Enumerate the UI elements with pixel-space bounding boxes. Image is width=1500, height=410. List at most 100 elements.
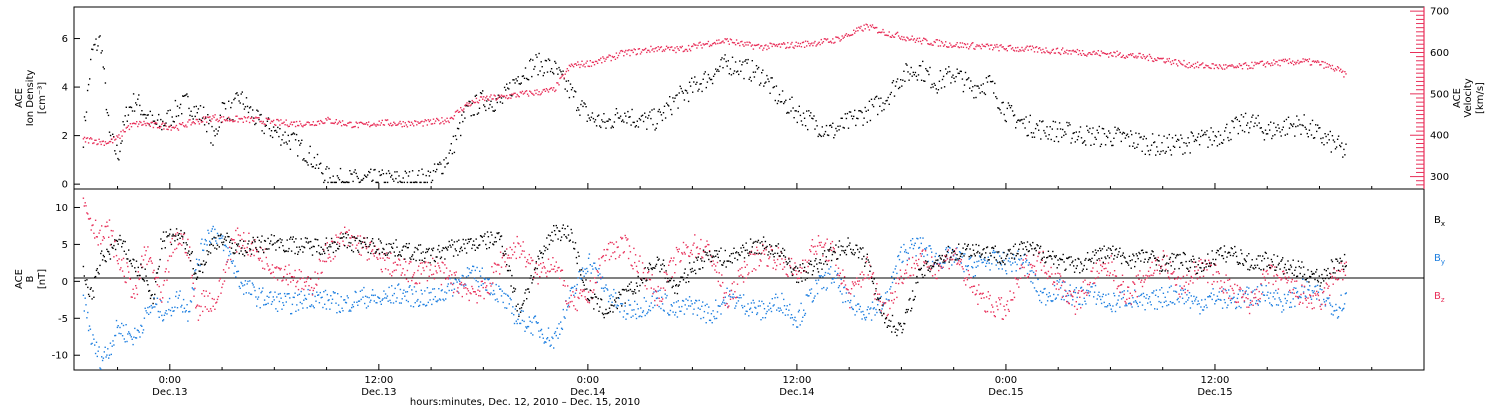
by-point bbox=[978, 260, 980, 262]
ion-density-point bbox=[1089, 127, 1091, 130]
ion-density-point bbox=[691, 77, 693, 79]
by-point bbox=[1152, 292, 1154, 294]
velocity-point bbox=[415, 120, 417, 123]
velocity-point bbox=[356, 122, 358, 124]
ion-density-point bbox=[145, 117, 147, 119]
velocity-point bbox=[978, 44, 980, 47]
bz-point bbox=[720, 285, 722, 287]
velocity-point bbox=[788, 47, 790, 49]
velocity-point bbox=[191, 122, 193, 124]
by-point bbox=[941, 267, 943, 269]
ion-density-point bbox=[795, 110, 797, 112]
velocity-point bbox=[1124, 57, 1127, 59]
bz-point bbox=[112, 230, 114, 232]
bz-point bbox=[538, 264, 540, 266]
velocity-point bbox=[1220, 67, 1223, 69]
velocity-point bbox=[312, 121, 314, 123]
by-point bbox=[1102, 293, 1104, 295]
by-point bbox=[218, 237, 220, 240]
bz-point bbox=[267, 265, 269, 267]
velocity-point bbox=[210, 120, 212, 123]
bz-point bbox=[529, 262, 531, 265]
velocity-point bbox=[165, 125, 167, 127]
ion-density-point bbox=[338, 179, 341, 181]
bz-point bbox=[335, 234, 337, 236]
bz-point bbox=[189, 246, 191, 248]
by-point bbox=[1031, 270, 1033, 272]
ion-density-point bbox=[1132, 145, 1134, 147]
velocity-point bbox=[170, 129, 172, 131]
by-point bbox=[315, 300, 317, 302]
bz-point bbox=[881, 304, 883, 306]
bz-point bbox=[481, 280, 483, 282]
velocity-point bbox=[1073, 50, 1075, 53]
ion-density-point bbox=[803, 117, 806, 119]
velocity-point bbox=[595, 60, 598, 63]
velocity-point bbox=[1089, 52, 1091, 54]
bz-point bbox=[787, 275, 789, 278]
velocity-point bbox=[530, 91, 532, 93]
ion-density-point bbox=[556, 68, 558, 70]
ion-density-point bbox=[165, 122, 167, 124]
ion-density-point bbox=[906, 64, 908, 66]
velocity-point bbox=[592, 61, 595, 64]
by-point bbox=[669, 309, 672, 312]
velocity-point bbox=[741, 40, 743, 43]
bz-point bbox=[391, 275, 393, 277]
ion-density-point bbox=[386, 181, 389, 184]
velocity-point bbox=[249, 117, 252, 120]
velocity-point bbox=[591, 61, 594, 63]
ion-density-point bbox=[615, 108, 618, 110]
by-point bbox=[252, 284, 254, 286]
velocity-point bbox=[665, 45, 668, 47]
velocity-point bbox=[247, 116, 250, 118]
by-point bbox=[1050, 300, 1052, 302]
by-point bbox=[1201, 299, 1203, 301]
by-point bbox=[174, 306, 176, 308]
by-point bbox=[627, 313, 629, 315]
velocity-point bbox=[322, 122, 324, 124]
velocity-point bbox=[1227, 65, 1229, 67]
by-point bbox=[841, 293, 843, 295]
ion-density-point bbox=[1074, 141, 1076, 143]
by-point bbox=[367, 305, 369, 307]
bz-point bbox=[442, 262, 444, 264]
velocity-point bbox=[942, 45, 945, 47]
ion-density-point bbox=[854, 109, 856, 112]
by-point bbox=[882, 305, 884, 307]
velocity-point bbox=[839, 40, 841, 42]
velocity-point bbox=[570, 63, 573, 65]
ion-density-point bbox=[1190, 131, 1192, 133]
velocity-point bbox=[292, 121, 295, 123]
velocity-point bbox=[434, 120, 437, 122]
by-point bbox=[1063, 299, 1065, 301]
velocity-point bbox=[172, 126, 174, 128]
velocity-point bbox=[175, 124, 178, 127]
ion-density-point bbox=[498, 96, 501, 98]
velocity-point bbox=[1305, 59, 1307, 62]
bz-point bbox=[210, 310, 213, 312]
ion-density-point bbox=[1051, 128, 1053, 130]
bz-point bbox=[276, 279, 279, 281]
bz-point bbox=[768, 257, 770, 260]
by-point bbox=[335, 302, 337, 304]
bottom-left-tick-label: -5 bbox=[58, 314, 68, 325]
by-point bbox=[1106, 306, 1108, 308]
by-point bbox=[486, 278, 489, 280]
velocity-point bbox=[480, 96, 483, 98]
by-point bbox=[1311, 290, 1313, 292]
by-point bbox=[1032, 271, 1035, 274]
by-point bbox=[824, 271, 827, 274]
velocity-point bbox=[791, 41, 793, 44]
by-point bbox=[283, 292, 286, 295]
by-point bbox=[248, 292, 250, 294]
ion-density-point bbox=[1266, 133, 1269, 135]
bz-point bbox=[543, 265, 545, 268]
bz-point bbox=[791, 273, 794, 275]
bz-point bbox=[803, 270, 806, 272]
velocity-point bbox=[830, 40, 832, 43]
bz-point bbox=[492, 282, 494, 284]
bz-point bbox=[690, 249, 692, 252]
bz-point bbox=[919, 253, 922, 255]
velocity-point bbox=[325, 118, 327, 120]
